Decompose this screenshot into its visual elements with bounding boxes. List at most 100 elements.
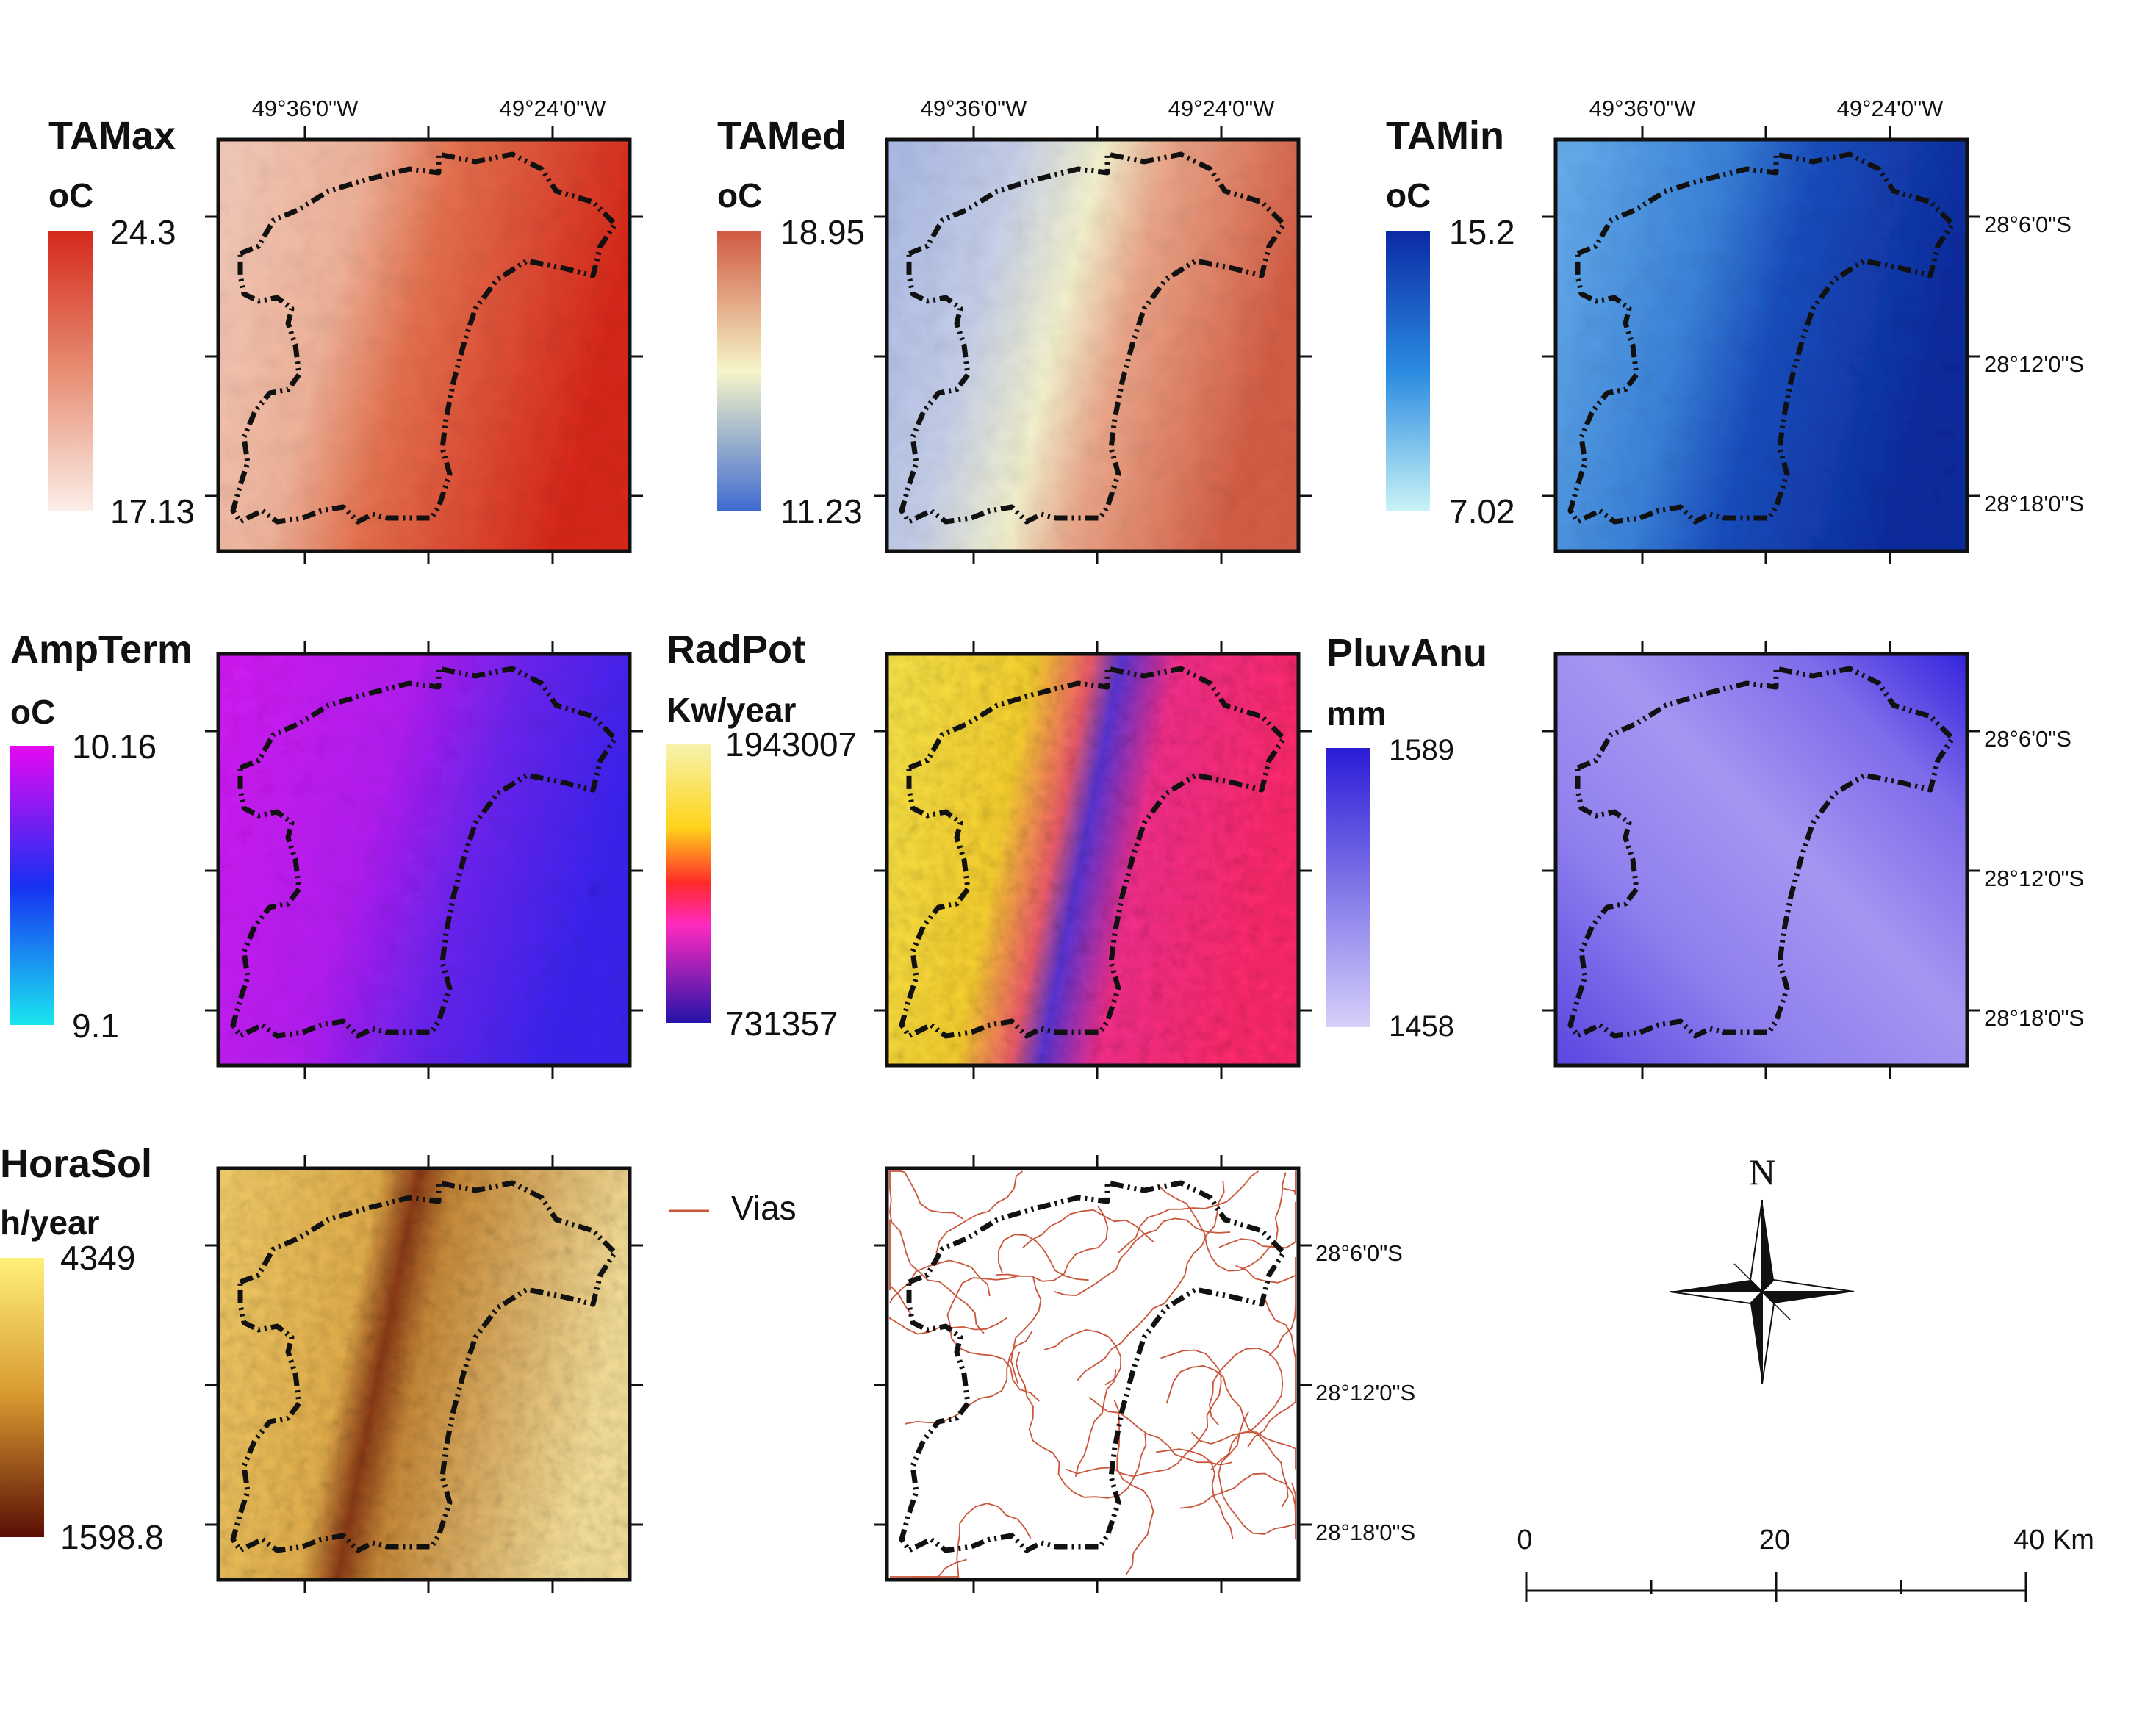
latitude-labels: 28°6'0"S 28°12'0"S 28°18'0"S 28°6'0"S 28… [1315, 212, 2084, 1545]
longitude-labels: 49°36'0"W 49°24'0"W 49°36'0"W 49°24'0"W … [252, 96, 1944, 121]
road-segment [889, 1170, 964, 1220]
road-segment [997, 1234, 1089, 1281]
colorbar-max-radpot: 1943007 [725, 725, 857, 763]
colorbar-min-pluvanu: 1458 [1389, 1010, 1454, 1043]
road-segment [1043, 1328, 1122, 1386]
boundary-horasol [230, 1180, 618, 1553]
road-segment [935, 1170, 1024, 1265]
boundary-tamax [230, 151, 618, 525]
map-tamin [1556, 140, 1967, 551]
lat-label-pluvanu-1: 28°6'0"S [1984, 726, 2071, 752]
map-tamax [218, 140, 630, 551]
road-segment [1074, 1369, 1117, 1478]
map-ampterm [218, 654, 630, 1065]
road-segment [1190, 1431, 1296, 1470]
colorbar-radpot [666, 744, 711, 1023]
colorbar-min-tamin: 7.02 [1449, 492, 1515, 530]
title-tamed: TAMed [717, 114, 847, 158]
boundary-tamed [899, 151, 1287, 525]
colorbar-max-horasol: 4349 [60, 1239, 135, 1277]
map-tamed [887, 140, 1298, 551]
road-segment [1235, 1257, 1296, 1356]
panel-tamax: TAMax oC 24.3 17.13 [48, 114, 632, 553]
colorbar-max-tamax: 24.3 [110, 213, 176, 251]
colorbar-max-pluvanu: 1589 [1389, 734, 1454, 766]
lon-label-tamin-2: 49°24'0"W [1837, 96, 1944, 121]
axis-ticks [205, 126, 1980, 1593]
road-segment [1053, 1217, 1231, 1297]
road-segment [1077, 1180, 1225, 1381]
lat-label-roads-1: 28°6'0"S [1315, 1240, 1403, 1266]
north-arrow: N [1670, 1151, 1855, 1384]
unit-pluvanu: mm [1326, 694, 1387, 733]
colorbar-horasol [0, 1258, 44, 1537]
lat-label-tamin-2: 28°12'0"S [1984, 351, 2084, 377]
road-segment [889, 1259, 991, 1303]
lat-label-tamin-3: 28°18'0"S [1984, 491, 2084, 517]
colorbar-tamed [717, 231, 761, 511]
boundary-radpot [899, 666, 1287, 1039]
road-segment [1156, 1448, 1234, 1539]
lat-label-pluvanu-2: 28°12'0"S [1984, 866, 2084, 891]
panel-ampterm: AmpTerm oC 10.16 9.1 [10, 627, 632, 1068]
colorbar-min-ampterm: 9.1 [72, 1007, 119, 1045]
road-segment [1022, 1209, 1154, 1248]
road-segment [1209, 1347, 1284, 1470]
boundary-ampterm [230, 666, 618, 1039]
boundary-tamin [1567, 151, 1955, 525]
colorbar-max-ampterm: 10.16 [72, 727, 157, 766]
colorbar-tamin [1386, 231, 1430, 511]
colorbar-min-radpot: 731357 [725, 1004, 838, 1043]
map-roads [887, 1168, 1298, 1580]
scale-bar-label-20: 20 [1759, 1525, 1790, 1555]
road-segment [889, 1219, 912, 1315]
colorbar-min-tamax: 17.13 [110, 492, 195, 530]
scale-bar [1525, 1572, 2027, 1602]
lon-label-tamax-2: 49°24'0"W [500, 96, 607, 121]
road-segment [1283, 1170, 1296, 1196]
lat-label-tamin-1: 28°6'0"S [1984, 212, 2071, 237]
panel-roads: Vias [669, 1166, 1301, 1582]
road-segment [1117, 1170, 1260, 1253]
title-horasol: HoraSol [0, 1142, 152, 1186]
roads-network [889, 1170, 1296, 1578]
road-segment [996, 1206, 1109, 1282]
unit-tamed: oC [717, 176, 762, 215]
colorbar-max-tamin: 15.2 [1449, 213, 1515, 251]
north-arrow-label: N [1749, 1151, 1775, 1193]
title-tamin: TAMin [1386, 114, 1504, 158]
title-tamax: TAMax [48, 114, 176, 158]
map-horasol [218, 1168, 630, 1580]
lat-label-pluvanu-3: 28°18'0"S [1984, 1005, 2084, 1031]
road-segment [1165, 1364, 1289, 1508]
lon-label-tamed-2: 49°24'0"W [1168, 96, 1276, 121]
road-segment [1247, 1298, 1296, 1447]
unit-radpot: Kw/year [666, 691, 797, 729]
lon-label-tamed-1: 49°36'0"W [921, 96, 1028, 121]
scale-bar-label-40: 40 Km [2013, 1525, 2094, 1555]
panel-horasol: HoraSol h/year 4349 1598.8 [0, 1142, 632, 1582]
map-radpot [887, 654, 1298, 1065]
unit-tamin: oC [1386, 176, 1431, 215]
colorbar-min-horasol: 1598.8 [60, 1518, 164, 1556]
unit-ampterm: oC [10, 693, 55, 731]
colorbar-max-tamed: 18.95 [780, 213, 865, 251]
panel-tamin: TAMin oC 15.2 7.02 [1386, 114, 1969, 553]
scale-bar-label-0: 0 [1517, 1525, 1532, 1555]
title-ampterm: AmpTerm [10, 627, 193, 672]
title-pluvanu: PluvAnu [1326, 631, 1487, 675]
lon-label-tamin-1: 49°36'0"W [1589, 96, 1697, 121]
road-segment [946, 1275, 1040, 1402]
boundary-roads [899, 1180, 1287, 1553]
title-radpot: RadPot [666, 627, 805, 672]
panel-radpot: RadPot Kw/year 1943007 731357 [666, 627, 1301, 1068]
unit-tamax: oC [48, 176, 93, 215]
road-segment [913, 1503, 1032, 1578]
lat-label-roads-3: 28°18'0"S [1315, 1519, 1415, 1545]
road-segment [889, 1171, 985, 1334]
roads-legend-label: Vias [731, 1189, 797, 1227]
road-segment [1015, 1351, 1147, 1499]
compass-rose-icon [1670, 1199, 1855, 1384]
lon-label-tamax-1: 49°36'0"W [252, 96, 359, 121]
